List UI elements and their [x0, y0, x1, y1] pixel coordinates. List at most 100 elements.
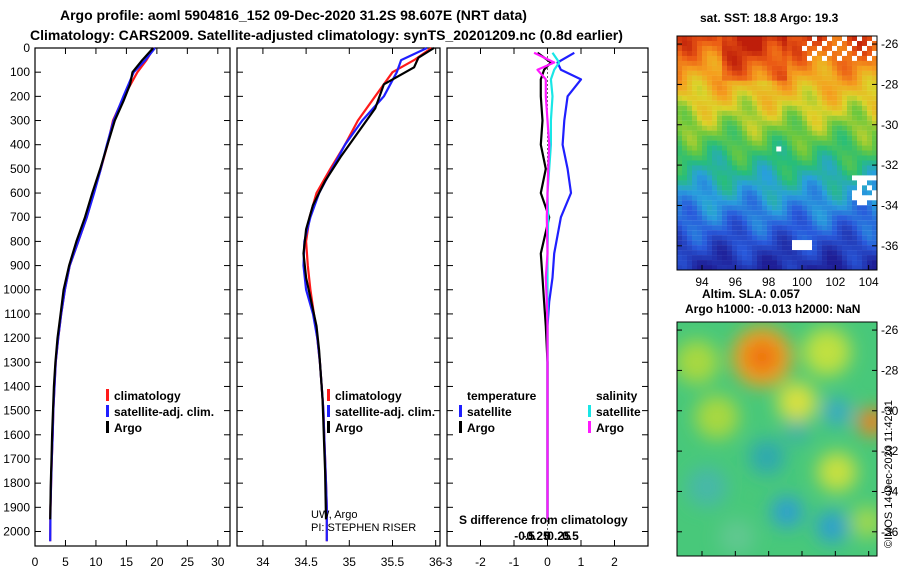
- sst-cell: [827, 135, 833, 141]
- sst-cell: [807, 145, 813, 151]
- sst-cell: [732, 110, 738, 116]
- sst-cell: [817, 36, 823, 42]
- sla-anomaly-blob: [771, 496, 803, 528]
- sst-cell: [752, 250, 758, 256]
- sst-cell: [697, 105, 703, 111]
- sst-cell: [682, 155, 688, 161]
- sst-cell: [717, 220, 723, 226]
- sst-cell: [677, 145, 683, 151]
- sst-cell: [837, 140, 843, 146]
- sst-cell: [707, 235, 713, 241]
- sst-cell: [817, 55, 823, 61]
- sst-cell: [862, 60, 868, 66]
- sst-cell: [742, 195, 748, 201]
- sst-cell: [772, 125, 778, 131]
- sst-cell: [727, 200, 733, 206]
- sst-cell: [682, 205, 688, 211]
- sst-cell: [772, 165, 778, 171]
- sst-cell: [757, 130, 763, 136]
- sst-cell: [747, 45, 753, 52]
- sst-cell: [827, 215, 833, 221]
- sst-cell: [837, 210, 843, 216]
- sst-cell: [692, 45, 698, 52]
- temperature-panel: 0100200300400500600700800900100011001200…: [3, 41, 231, 569]
- sst-cell: [822, 220, 828, 226]
- sst-cell: [787, 260, 793, 266]
- sst-cell: [797, 200, 803, 206]
- sst-cell: [772, 220, 778, 226]
- sst-cell: [847, 195, 853, 201]
- sst-cell: [867, 240, 873, 246]
- sst-cell: [682, 135, 688, 141]
- sst-cell: [722, 225, 728, 231]
- sst-cell: [702, 240, 708, 246]
- salinity-series: [302, 47, 435, 542]
- sst-cell: [782, 36, 788, 42]
- sst-cell: [712, 225, 718, 231]
- sst-cell: [747, 255, 753, 261]
- sst-cell: [762, 185, 768, 191]
- sst-cell: [692, 190, 698, 196]
- sst-cell: [717, 135, 723, 141]
- sst-cell: [762, 45, 768, 52]
- sst-cell: [722, 70, 728, 76]
- sst-cell: [727, 145, 733, 151]
- sst-cell: [822, 260, 828, 266]
- sst-cell: [792, 60, 798, 66]
- sst-cell: [752, 95, 758, 101]
- sst-cell: [682, 65, 688, 71]
- sst-cell: [857, 180, 863, 186]
- sst-cell: [857, 45, 863, 52]
- sst-cell: [772, 255, 778, 261]
- sla-heatmap: [677, 322, 877, 556]
- sst-cell: [812, 90, 818, 96]
- sst-cell: [832, 180, 838, 186]
- sst-cell: [802, 160, 808, 166]
- sst-cell: [872, 235, 877, 241]
- sst-cell: [867, 145, 873, 151]
- sst-cell: [682, 240, 688, 246]
- sst-cell: [802, 40, 808, 47]
- sst-cell: [717, 210, 723, 216]
- sst-cell: [807, 125, 813, 131]
- sst-cell: [872, 145, 877, 151]
- sst-cell: [872, 110, 877, 116]
- sst-cell: [822, 190, 828, 196]
- sst-map-panel: sat. SST: 18.8 Argo: 19.3 -26-28-30-32-3…: [676, 11, 899, 289]
- sst-cell: [857, 155, 863, 161]
- sst-cell: [792, 75, 798, 81]
- sst-cell: [837, 85, 843, 91]
- sst-cell: [707, 36, 713, 42]
- sst-cell: [677, 185, 683, 191]
- sst-cell: [767, 50, 773, 57]
- sst-cell: [732, 155, 738, 161]
- sst-cell: [702, 175, 708, 181]
- sst-cell: [752, 235, 758, 241]
- sst-cell: [802, 250, 808, 256]
- sst-cell: [717, 50, 723, 57]
- sst-cell: [812, 210, 818, 216]
- sst-cell: [702, 110, 708, 116]
- temperature-legend: climatology satellite-adj. clim. Argo: [106, 389, 214, 435]
- sst-cell: [782, 130, 788, 136]
- sst-cell: [727, 125, 733, 131]
- y-tick-label: 800: [10, 234, 30, 248]
- sst-cell: [767, 220, 773, 226]
- sst-cell: [742, 240, 748, 246]
- sst-cell: [682, 185, 688, 191]
- sst-cell: [692, 125, 698, 131]
- sst-cell: [752, 180, 758, 186]
- sst-cell: [757, 190, 763, 196]
- sst-cell: [752, 40, 758, 47]
- sst-cell: [762, 75, 768, 81]
- sst-cell: [717, 70, 723, 76]
- sst-cell: [867, 210, 873, 216]
- sst-cell: [737, 135, 743, 141]
- sst-cell: [772, 195, 778, 201]
- sst-cell: [797, 95, 803, 101]
- sst-cell: [712, 150, 718, 156]
- sst-cell: [722, 140, 728, 146]
- sst-cell: [862, 80, 868, 86]
- sst-cell: [682, 40, 688, 47]
- sst-cell: [772, 185, 778, 191]
